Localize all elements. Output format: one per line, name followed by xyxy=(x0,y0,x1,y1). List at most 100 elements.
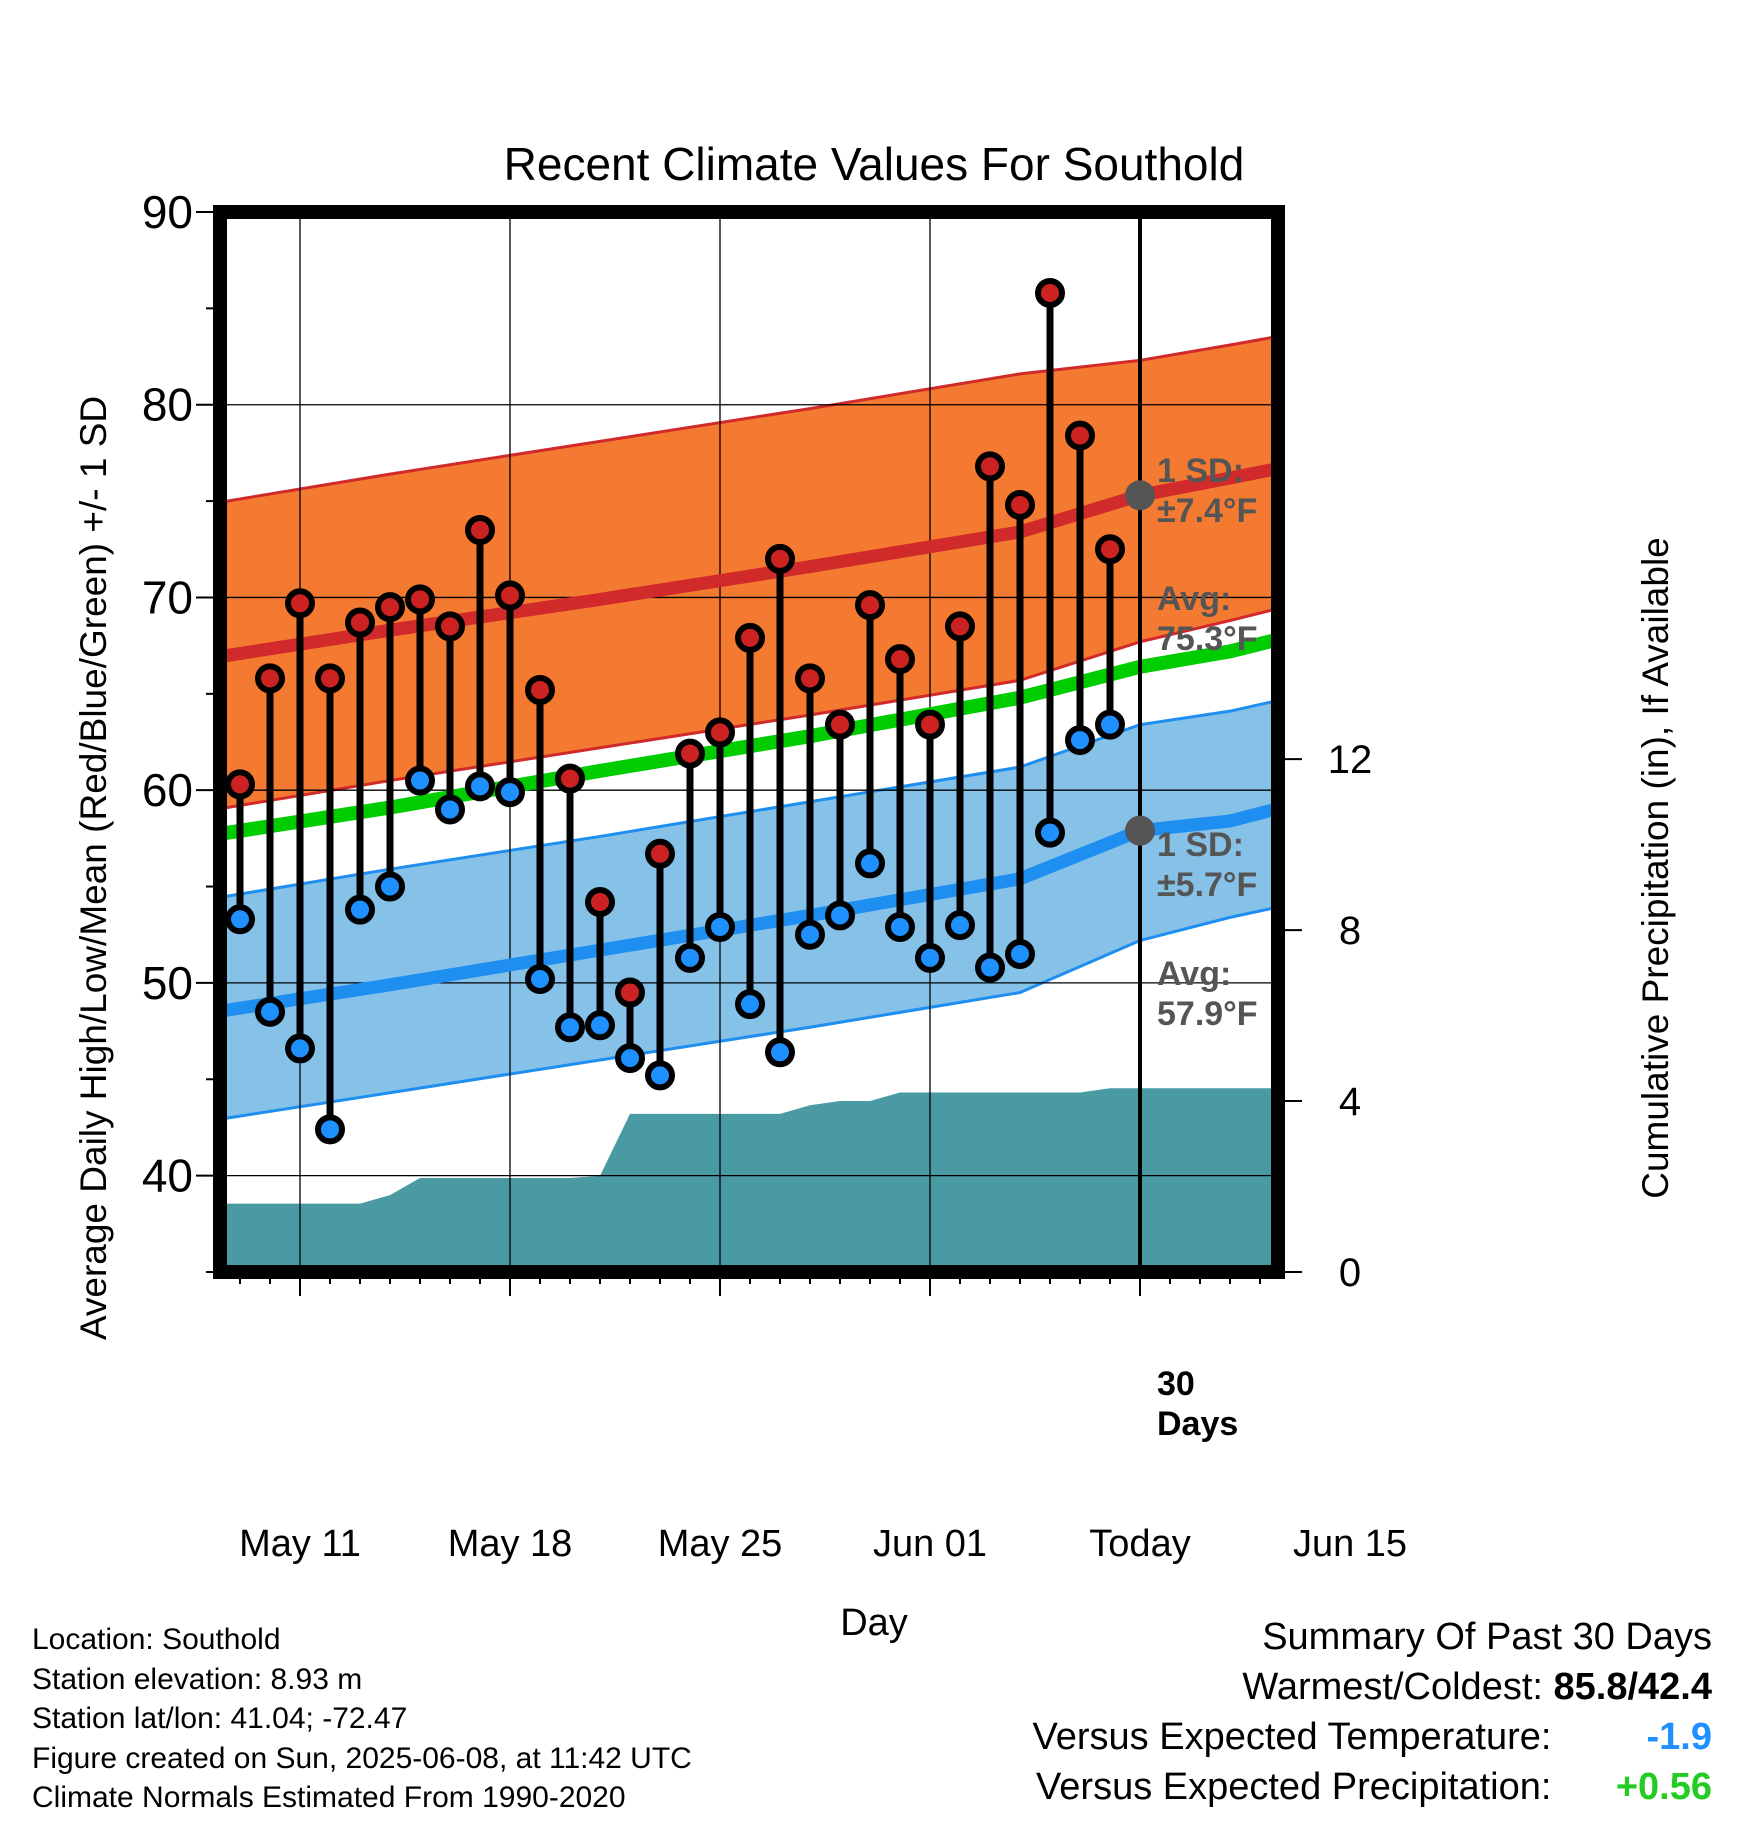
daily-high-point xyxy=(705,717,735,748)
y-tick-label: 70 xyxy=(142,571,193,623)
daily-low-point xyxy=(585,1010,615,1041)
y-tick-label: 40 xyxy=(142,1150,193,1202)
y2-axis-label: Cumulative Precipitation (in), If Availa… xyxy=(1635,537,1676,1199)
low-sd-band-upper-edge xyxy=(220,698,1278,899)
daily-low-point xyxy=(795,919,825,950)
daily-high-point xyxy=(825,709,855,740)
daily-low-point xyxy=(735,989,765,1020)
daily-low-point xyxy=(375,871,405,902)
x-tick-label: Jun 01 xyxy=(873,1523,987,1565)
daily-high-point xyxy=(375,592,405,623)
daily-high-point xyxy=(225,769,255,800)
y2-tick-label: 0 xyxy=(1339,1251,1361,1295)
low-avg-annotation-line: Avg: xyxy=(1157,955,1231,993)
daily-high-point xyxy=(975,451,1005,482)
y2-tick-label: 4 xyxy=(1339,1080,1361,1124)
daily-low-point xyxy=(645,1060,675,1091)
daily-low-point xyxy=(765,1037,795,1068)
summary-temp-value: -1.9 xyxy=(1646,1716,1712,1758)
daily-low-point xyxy=(315,1114,345,1145)
low-sd-band-lower-edge xyxy=(220,905,1278,1121)
today-high-avg-dot xyxy=(1125,480,1155,511)
high-avg-annotation-line: Avg: xyxy=(1157,580,1231,618)
today-low-avg-dot xyxy=(1125,815,1155,846)
low-sd-annotation: 1 SD: ±5.7°F xyxy=(1157,826,1257,904)
meta-elevation: Station elevation: 8.93 m xyxy=(32,1662,363,1696)
y-tick-label: 90 xyxy=(142,186,193,238)
y2-tick-label: 12 xyxy=(1328,738,1373,782)
window-annotation: 30 Days xyxy=(1157,1365,1238,1443)
x-tick-label: May 11 xyxy=(239,1523,361,1565)
daily-low-point xyxy=(285,1033,315,1064)
daily-low-point xyxy=(405,765,435,796)
daily-high-point xyxy=(285,588,315,619)
daily-low-point xyxy=(945,910,975,941)
daily-high-point xyxy=(795,663,825,694)
station-metadata: Location: Southold Station elevation: 8.… xyxy=(32,1620,692,1818)
daily-low-point xyxy=(525,964,555,995)
summary-temp-row: Versus Expected Temperature: -1.9 xyxy=(1033,1712,1712,1762)
high-sd-annotation: 1 SD: ±7.4°F xyxy=(1157,452,1257,530)
y-tick-label: 50 xyxy=(142,957,193,1009)
meta-latlon: Station lat/lon: 41.04; -72.47 xyxy=(32,1702,408,1735)
daily-high-point xyxy=(345,607,375,638)
daily-low-point xyxy=(1065,725,1095,756)
window-annotation-line: 30 xyxy=(1157,1365,1195,1403)
daily-low-point xyxy=(1095,709,1125,740)
daily-high-point xyxy=(465,515,495,545)
precipitation-area xyxy=(220,1088,1278,1272)
high-sd-band-upper-edge xyxy=(220,334,1278,504)
x-tick-label: Jun 15 xyxy=(1293,1523,1407,1565)
daily-low-point xyxy=(435,794,465,825)
normal-high-line xyxy=(220,461,1278,664)
daily-high-point xyxy=(1065,420,1095,451)
daily-high-point xyxy=(255,663,285,694)
daily-low-point xyxy=(1035,817,1065,848)
daily-high-point xyxy=(1005,489,1035,520)
window-annotation-line: Days xyxy=(1157,1405,1238,1443)
x-tick-label: May 25 xyxy=(658,1523,783,1565)
daily-low-point xyxy=(915,942,945,973)
daily-low-point xyxy=(495,777,525,808)
summary-warmest-row: Warmest/Coldest: 85.8/42.4 xyxy=(1033,1662,1712,1712)
daily-low-point xyxy=(615,1043,645,1074)
summary-warmest-value: 85.8/42.4 xyxy=(1553,1666,1712,1708)
daily-low-point xyxy=(225,904,255,935)
summary-warmest-label: Warmest/Coldest: xyxy=(1242,1666,1543,1708)
summary-precip-row: Versus Expected Precipitation: +0.56 xyxy=(1033,1762,1712,1812)
x-tick-label: May 18 xyxy=(448,1523,573,1565)
meta-location: Location: Southold xyxy=(32,1623,281,1656)
summary-panel: Summary Of Past 30 Days Warmest/Coldest:… xyxy=(1033,1612,1712,1812)
daily-high-point xyxy=(945,611,975,642)
daily-high-point xyxy=(855,590,885,621)
daily-high-point xyxy=(1095,534,1125,565)
daily-low-point xyxy=(675,942,705,973)
daily-low-point xyxy=(855,848,885,879)
daily-high-point xyxy=(765,543,795,574)
summary-heading: Summary Of Past 30 Days xyxy=(1262,1616,1712,1658)
low-avg-annotation-line: 57.9°F xyxy=(1157,995,1258,1033)
plot-area xyxy=(220,212,1278,1272)
y-tick-label: 60 xyxy=(142,764,193,816)
x-tick-label: Today xyxy=(1089,1523,1190,1565)
daily-low-point xyxy=(255,996,285,1027)
high-sd-annotation-line: 1 SD: xyxy=(1157,452,1244,490)
low-sd-annotation-line: 1 SD: xyxy=(1157,826,1244,864)
daily-high-point xyxy=(435,611,465,642)
normal-low-line xyxy=(220,801,1278,1018)
x-axis-label: Day xyxy=(840,1602,908,1644)
daily-high-point xyxy=(615,977,645,1008)
daily-high-point xyxy=(735,622,765,653)
meta-created: Figure created on Sun, 2025-06-08, at 11… xyxy=(32,1741,692,1775)
daily-low-point xyxy=(705,912,735,943)
meta-normals: Climate Normals Estimated From 1990-2020 xyxy=(32,1781,626,1814)
daily-high-point xyxy=(495,580,525,611)
daily-low-point xyxy=(555,1012,585,1043)
daily-high-point xyxy=(555,763,585,794)
summary-precip-label: Versus Expected Precipitation: xyxy=(1036,1766,1552,1808)
daily-high-point xyxy=(405,584,435,615)
high-avg-annotation-line: 75.3°F xyxy=(1157,620,1258,658)
y-tick-label: 80 xyxy=(142,379,193,431)
normal-mean-line xyxy=(220,632,1278,842)
